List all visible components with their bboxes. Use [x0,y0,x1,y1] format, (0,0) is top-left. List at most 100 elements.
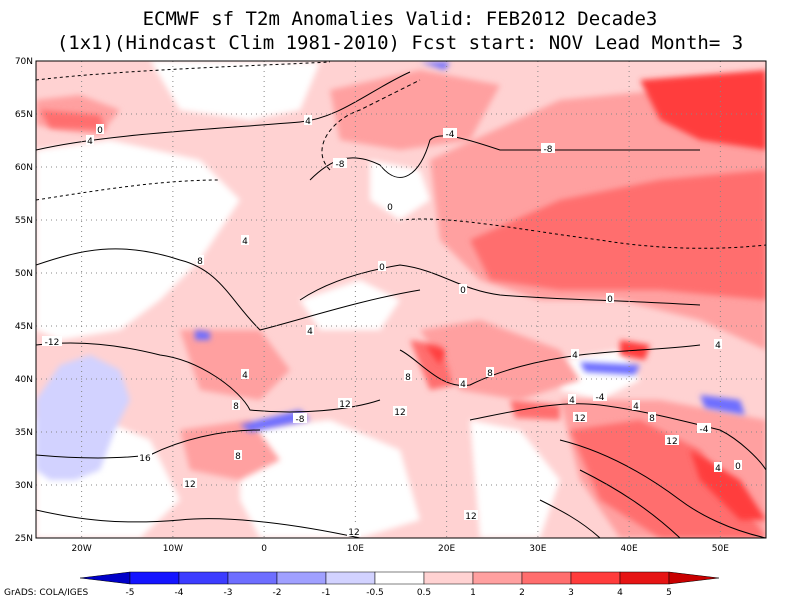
colorbar-segment [178,571,229,585]
contour-label: 0 [607,295,613,305]
contour-label-bg [196,255,204,265]
contour-label: 0 [387,203,393,213]
contour-label-bg [632,400,640,410]
contour-label: -4 [596,393,605,403]
colorbar-label: 2 [519,588,525,598]
grads-credit: GrADS: COLA/IGES [4,588,89,598]
contour-label-bg [86,135,94,145]
latitude-labels: 25N 30N 35N 40N 45N 50N 55N 60N 65N 70N [15,57,33,544]
colorbar-segment [472,571,523,585]
lat-label: 30N [15,481,33,491]
lat-label: 70N [15,57,33,67]
contour-label-bg [593,391,607,401]
contour-label-bg [697,423,711,433]
colorbar-segment [619,571,670,585]
map-grid [36,61,766,538]
contour-label: -8 [296,415,305,425]
contour-label-bg [714,462,722,472]
colorbar-segment [521,571,572,585]
colorbar-low-arrow [79,571,131,585]
contour-label-bg [606,293,614,303]
colorbar-segment [227,571,278,585]
contour-label: 0 [735,462,741,472]
lon-label: 50E [712,544,729,554]
colorbar: -5 -4 -3 -2 -1 -0.5 0.5 1 2 3 4 5 [79,571,720,598]
contour-label-bg [459,378,467,388]
colorbar-label: -3 [224,588,233,598]
lat-label: 50N [15,269,33,279]
contour-label: 12 [339,400,350,410]
contour-label-bg [333,158,347,168]
contour-label-bg [138,452,152,462]
contour-label-bg [42,336,62,346]
contour-label: 0 [379,263,385,273]
lon-label: 20E [438,544,455,554]
lon-label: 30E [529,544,546,554]
lon-label: 10W [163,544,183,554]
title-line-1: ECMWF sf T2m Anomalies Valid: FEB2012 De… [142,8,658,30]
contour-label: 0 [460,286,466,296]
contour-label: 4 [715,341,721,351]
anomaly-shading [36,61,766,538]
lat-label: 45N [15,322,33,332]
colorbar-label: 5 [666,588,672,598]
contour-label: 12 [465,512,476,522]
contour-label-bg [486,367,494,377]
contour-label-bg [443,128,457,138]
colorbar-segment [423,571,474,585]
contour-label: 8 [233,402,239,412]
contour-label-bg [568,394,576,404]
lat-label: 55N [15,216,33,226]
lon-label: 20W [71,544,91,554]
contour-labels: 404-4-8-80480004-124812-81281612128484-4… [42,115,742,538]
colorbar-label: 0.5 [417,588,431,598]
contour-label-bg [571,349,579,359]
contour-label: 8 [405,373,411,383]
contour-label: 4 [569,396,575,406]
contour-label: 12 [574,414,585,424]
colorbar-segment [276,571,327,585]
lat-label: 35N [15,428,33,438]
lat-label: 65N [15,110,33,120]
contour-label: -12 [45,338,60,348]
contour-label: 8 [649,414,655,424]
contour-label: 12 [666,437,677,447]
colorbar-segment [570,571,621,585]
colorbar-label: -0.5 [366,588,384,598]
contour-label: 0 [97,126,103,136]
contour-label: 4 [87,137,93,147]
colorbar-label: -4 [175,588,184,598]
contour-label-bg [393,406,407,416]
contour-label-bg [573,412,587,422]
longitude-labels: 20W 10W 0 10E 20E 30E 40E 50E [71,544,729,554]
colorbar-label: -2 [273,588,282,598]
colorbar-label: 1 [470,588,476,598]
lat-label: 25N [15,534,33,544]
contour-label-bg [234,450,242,460]
contour-label-bg [378,261,386,271]
contour-label: 12 [348,528,359,538]
contour-label: -8 [336,160,345,170]
contour-label-bg [241,369,249,379]
contour-label: 8 [197,257,203,267]
contour-label-bg [347,526,361,536]
colorbar-high-arrow [668,571,720,585]
contour-label-bg [404,371,412,381]
contour-label: 16 [139,454,151,464]
contour-label-bg [304,115,312,125]
contour-label-bg [464,510,478,520]
contour-label-bg [459,284,467,294]
colorbar-segment [129,571,180,585]
title-line-2: (1x1)(Hindcast Clim 1981-2010) Fcst star… [56,32,744,54]
contour-label-bg [714,339,722,349]
contour-label: 4 [305,117,311,127]
colorbar-segment [374,571,425,585]
contour-label: 4 [242,237,248,247]
lat-label: 60N [15,163,33,173]
contour-label-bg [293,413,307,423]
contour-label: 4 [715,464,721,474]
contour-label-bg [386,201,394,211]
colorbar-label: 3 [568,588,574,598]
contour-label: 12 [394,408,405,418]
colorbar-segment [325,571,376,585]
